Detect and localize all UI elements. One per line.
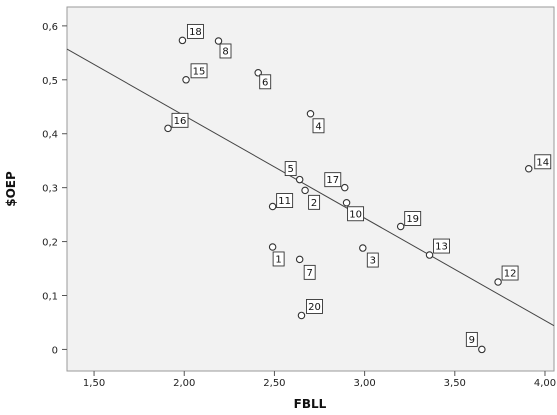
point-label: 6	[262, 77, 268, 88]
point-label: 2	[311, 198, 317, 209]
point-label: 5	[287, 164, 293, 175]
fit-line	[66, 48, 555, 327]
point-label-box	[259, 74, 272, 90]
data-point	[342, 199, 351, 207]
x-tick-label: 3,50	[444, 378, 466, 389]
point-label-box	[312, 118, 325, 134]
data-point	[341, 183, 349, 192]
point-label-box	[306, 299, 323, 314]
x-tick-label: 3,00	[353, 378, 375, 389]
point-label-box	[308, 194, 321, 210]
data-point	[306, 110, 315, 118]
data-point	[494, 278, 502, 286]
data-point	[182, 76, 190, 84]
point-label-box	[303, 264, 316, 280]
data-point	[295, 255, 304, 264]
data-point	[268, 202, 277, 211]
y-tick-label: 0,3	[42, 184, 58, 195]
y-tick-label: 0,6	[42, 22, 58, 33]
point-label-box	[272, 251, 285, 267]
data-point	[214, 37, 223, 45]
point-label: 9	[469, 335, 475, 346]
point-label: 11	[278, 196, 291, 207]
data-point	[396, 222, 405, 231]
point-label-box	[171, 112, 189, 128]
point-label-box	[534, 154, 552, 170]
point-label-box	[324, 172, 342, 188]
point-label-box	[190, 63, 208, 79]
point-label: 3	[370, 256, 376, 267]
data-point	[268, 243, 277, 251]
plot-area	[66, 6, 555, 372]
point-label-box	[284, 161, 297, 177]
y-tick-label: 0	[52, 345, 58, 356]
x-tick-label: 4,00	[534, 378, 556, 389]
point-label: 10	[349, 209, 362, 220]
point-label-box	[219, 43, 232, 59]
y-tick-label: 0,4	[42, 130, 58, 141]
y-tick-label: 0,5	[42, 76, 58, 87]
data-point	[178, 36, 187, 45]
point-label: 4	[315, 121, 321, 132]
x-tick-label: 2,00	[173, 378, 195, 389]
data-point	[164, 124, 172, 133]
point-label-box	[433, 238, 450, 254]
x-tick-label: 2,50	[263, 378, 285, 389]
point-label: 20	[308, 302, 321, 313]
point-label: 12	[504, 269, 517, 280]
data-point	[295, 175, 304, 184]
y-tick-label: 0,2	[42, 238, 58, 249]
point-label: 18	[189, 27, 202, 38]
point-label-box	[404, 211, 422, 226]
data-point	[359, 244, 367, 252]
point-label-box	[347, 206, 365, 222]
point-label: 19	[406, 214, 419, 225]
data-point	[425, 251, 434, 259]
point-label: 8	[222, 46, 228, 57]
point-label: 16	[174, 116, 187, 127]
axis-ticks: 1,50 2,00 2,50 3,00 3,50 4,00 0 0,1 0,2 0,3 0,4 0,5…	[42, 22, 556, 389]
point-label-box	[186, 23, 204, 39]
y-tick-label: 0,1	[42, 292, 58, 303]
data-point	[301, 186, 309, 195]
point-label: 15	[193, 66, 206, 77]
point-label-box	[501, 265, 519, 281]
point-label-box	[366, 252, 379, 268]
point-label-box	[276, 193, 294, 208]
data-point	[478, 345, 486, 354]
point-label: 7	[306, 268, 312, 279]
data-point	[297, 311, 306, 320]
x-axis-title: FBLL	[294, 397, 327, 411]
point-label: 14	[536, 157, 549, 168]
point-label: 17	[326, 175, 339, 186]
point-label: 13	[435, 242, 448, 253]
y-axis-title: $OEP	[4, 171, 18, 207]
point-label: 1	[275, 254, 281, 265]
x-tick-label: 1,50	[83, 378, 105, 389]
point-label-box	[465, 331, 478, 347]
data-point	[524, 165, 533, 173]
